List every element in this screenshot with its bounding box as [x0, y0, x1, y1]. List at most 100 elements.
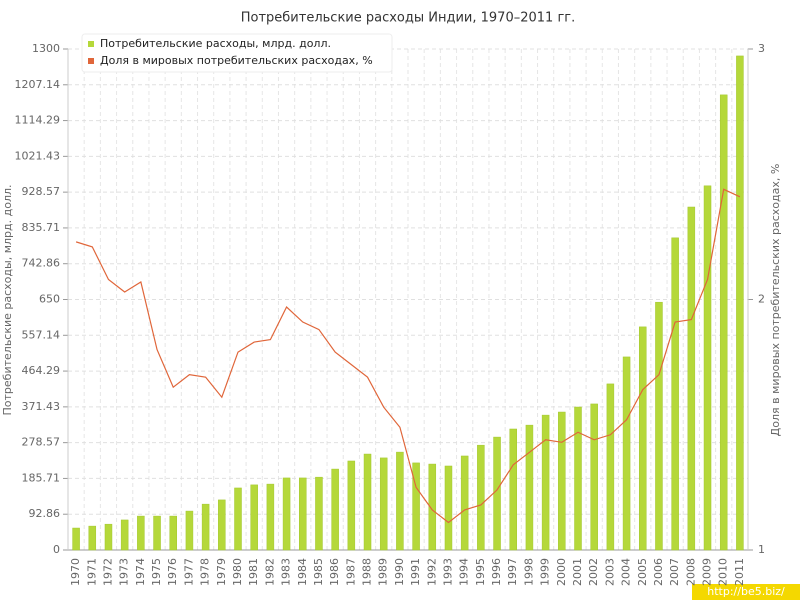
y-tick-label: 1114.29 [15, 114, 61, 127]
x-tick-label: 1973 [118, 558, 131, 586]
bar [590, 403, 598, 551]
x-tick-label: 2001 [571, 558, 584, 586]
x-tick-label: 1975 [150, 558, 163, 586]
y-tick-label: 557.14 [22, 328, 61, 341]
y-tick-label: 92.86 [29, 507, 61, 520]
legend-box [81, 33, 393, 73]
bar [88, 525, 97, 551]
x-tick-label: 1971 [85, 558, 98, 586]
bar [153, 515, 161, 551]
y-tick-label: 1300 [32, 42, 60, 55]
x-tick-label: 1996 [490, 558, 503, 586]
x-tick-label: 1987 [344, 558, 357, 586]
bar [250, 484, 258, 551]
legend-label: Доля в мировых потребительских расходах,… [100, 54, 373, 67]
bar [169, 515, 177, 551]
bar [493, 436, 501, 551]
bar [137, 515, 145, 551]
y-tick-label: 185.71 [22, 471, 61, 484]
x-tick-label: 2011 [733, 558, 746, 586]
bar [315, 476, 323, 551]
x-tick-label: 1991 [409, 558, 422, 586]
bar [574, 406, 582, 551]
legend-label: Потребительские расходы, млрд. долл. [100, 37, 331, 50]
y-tick-label: 928.57 [22, 185, 61, 198]
x-tick-label: 1977 [182, 558, 195, 586]
chart-title: Потребительские расходы Индии, 1970–2011… [241, 11, 576, 26]
watermark: http://be5.biz/ [707, 585, 785, 598]
x-tick-label: 2000 [555, 558, 568, 586]
bar [104, 523, 113, 551]
x-tick-label: 1998 [522, 558, 535, 586]
y-tick-label: 464.29 [22, 364, 61, 377]
bar [72, 527, 80, 551]
y2-tick-label: 2 [758, 293, 765, 306]
bar [363, 453, 372, 551]
bar [444, 465, 453, 551]
legend: Потребительские расходы, млрд. долл. Доля… [81, 33, 393, 73]
bar [719, 94, 728, 551]
x-tick-label: 1993 [441, 558, 454, 586]
x-tick-label: 1970 [69, 558, 82, 586]
x-tick-label: 2004 [620, 558, 633, 586]
bar [412, 462, 420, 551]
x-tick-label: 2007 [668, 558, 681, 586]
bar [185, 510, 194, 551]
x-tick-label: 2009 [701, 558, 714, 586]
bar [266, 483, 275, 551]
y-tick-label: 1207.14 [15, 78, 61, 91]
x-tick-label: 1972 [101, 558, 114, 586]
bar [606, 383, 615, 551]
y2-tick-label: 1 [758, 543, 765, 556]
bar [347, 460, 356, 551]
x-tick-label: 1992 [425, 558, 438, 586]
x-tick-label: 2003 [603, 558, 616, 586]
legend-swatch [88, 41, 94, 47]
x-tick-label: 1985 [312, 558, 325, 586]
bar [120, 519, 129, 551]
y-tick-label: 835.71 [22, 221, 61, 234]
bar [234, 487, 242, 551]
bar [525, 424, 534, 551]
bar [201, 503, 210, 551]
x-tick-label: 1978 [199, 558, 212, 586]
x-tick-label: 1976 [166, 558, 179, 586]
line [75, 188, 741, 524]
bar [379, 457, 388, 551]
x-tick-label: 2002 [587, 558, 600, 586]
bar [460, 455, 469, 551]
y-axis-label: Потребительские расходы, млрд. долл. [1, 185, 14, 416]
bar [218, 499, 226, 551]
x-tick-label: 1999 [539, 558, 552, 586]
y-tick-label: 278.57 [22, 436, 61, 449]
bar [428, 463, 437, 551]
bar [655, 301, 663, 551]
x-tick-label: 1994 [458, 558, 471, 586]
bar [282, 477, 291, 551]
x-tick-label: 1988 [361, 558, 374, 586]
bar [736, 55, 744, 551]
legend-swatch [88, 58, 94, 64]
x-tick-label: 1995 [474, 558, 487, 586]
bar [671, 237, 679, 551]
x-tick-label: 2005 [636, 558, 649, 586]
watermark-bg [692, 584, 800, 600]
bar [639, 326, 647, 551]
y-tick-label: 0 [53, 543, 60, 556]
x-tick-label: 2006 [652, 558, 665, 586]
x-tick-label: 1983 [280, 558, 293, 586]
x-tick-label: 1974 [134, 558, 147, 586]
x-tick-label: 2008 [684, 558, 697, 586]
x-tick-label: 1984 [296, 558, 309, 586]
y-tick-label: 1021.43 [15, 149, 61, 162]
y-tick-label: 371.43 [22, 400, 61, 413]
y-tick-label: 742.86 [22, 257, 61, 270]
bar [509, 428, 517, 551]
x-tick-label: 1981 [247, 558, 260, 586]
x-tick-label: 2010 [717, 558, 730, 586]
x-tick-label: 1980 [231, 558, 244, 586]
bar [541, 414, 550, 551]
x-tick-label: 1989 [377, 558, 390, 586]
bar [622, 356, 631, 551]
